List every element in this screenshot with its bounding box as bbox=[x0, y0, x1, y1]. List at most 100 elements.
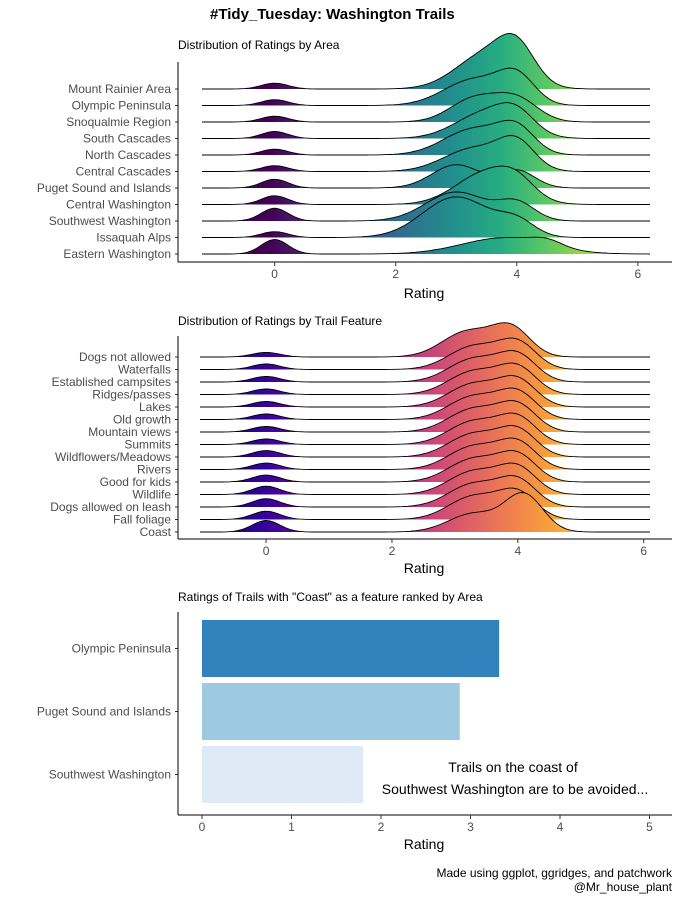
ridge-fill-north-cascades bbox=[202, 120, 650, 155]
x-tick-label-0: 0 bbox=[263, 544, 270, 558]
y-tick-label-south-cascades: South Cascades bbox=[83, 132, 171, 146]
ridge-fill-issaquah-alps bbox=[202, 196, 650, 238]
main-title: #Tidy_Tuesday: Washington Trails bbox=[210, 6, 455, 23]
ridge-fill-rivers bbox=[200, 438, 650, 470]
x-axis-title-coast: Rating bbox=[404, 836, 444, 852]
ridge-fill-ridges-passes bbox=[200, 363, 650, 395]
y-tick-label-waterfalls: Waterfalls bbox=[118, 363, 171, 377]
y-tick-label-wildflowers-meadows: Wildflowers/Meadows bbox=[55, 450, 171, 464]
ridge-fill-wildlife bbox=[200, 463, 650, 495]
x-axis-title-feature: Rating bbox=[404, 560, 444, 576]
ridge-line-lakes bbox=[200, 375, 650, 408]
y-tick-label-puget-sound-and-islands: Puget Sound and Islands bbox=[37, 705, 171, 719]
ridges-feature bbox=[200, 322, 650, 533]
x-axis-title-area: Rating bbox=[404, 285, 444, 301]
y-tick-label-central-washington: Central Washington bbox=[66, 198, 171, 212]
y-tick-label-mount-rainier-area: Mount Rainier Area bbox=[68, 82, 171, 96]
ridge-line-north-cascades bbox=[202, 119, 650, 156]
caption-line-2: @Mr_house_plant bbox=[573, 880, 672, 894]
ridges-area bbox=[202, 33, 651, 255]
ridge-line-eastern-washington bbox=[202, 236, 651, 255]
y-tick-label-established-campsites: Established campsites bbox=[52, 375, 171, 389]
y-tick-label-north-cascades: North Cascades bbox=[85, 148, 171, 162]
y-tick-label-central-cascades: Central Cascades bbox=[76, 165, 171, 179]
x-tick-label-3: 3 bbox=[467, 820, 474, 834]
y-tick-label-mountain-views: Mountain views bbox=[88, 425, 171, 439]
panel-title-area: Distribution of Ratings by Area bbox=[178, 38, 340, 52]
ridge-line-snoqualmie-region bbox=[202, 92, 650, 123]
y-tick-label-dogs-allowed-on-leash: Dogs allowed on leash bbox=[50, 500, 171, 514]
axes-area: Mount Rainier Area Olympic Peninsula Snoqu… bbox=[37, 62, 672, 281]
panel-ratings-by-area: Distribution of Ratings by Area Mount Ra… bbox=[37, 33, 672, 301]
x-tick-label-2: 2 bbox=[378, 820, 385, 834]
y-tick-label-ridges-passes: Ridges/passes bbox=[92, 388, 171, 402]
x-tick-label-4: 4 bbox=[513, 267, 520, 281]
ridge-line-fall-foliage bbox=[200, 487, 650, 520]
ridge-fill-eastern-washington bbox=[202, 237, 650, 254]
y-tick-label-fall-foliage: Fall foliage bbox=[113, 513, 171, 527]
x-tick-label-0: 0 bbox=[271, 267, 278, 281]
ridge-line-wildflowers-meadows bbox=[200, 425, 650, 458]
ridge-line-good-for-kids bbox=[200, 450, 650, 483]
ridge-fill-south-cascades bbox=[202, 102, 650, 139]
ridge-line-central-washington bbox=[202, 165, 650, 205]
ridge-line-dogs-not-allowed bbox=[200, 322, 650, 358]
ridge-fill-wildflowers-meadows bbox=[200, 425, 650, 457]
x-tick-label-0: 0 bbox=[199, 820, 206, 834]
caption-line-1: Made using ggplot, ggridges, and patchwo… bbox=[436, 866, 672, 880]
ridge-line-waterfalls bbox=[200, 337, 650, 370]
annotation-line-1: Trails on the coast of bbox=[448, 759, 578, 775]
ridge-fill-mount-rainier-area bbox=[202, 33, 650, 89]
ridge-line-mountain-views bbox=[200, 400, 650, 433]
annotation-line-2: Southwest Washington are to be avoided..… bbox=[382, 781, 648, 797]
ridge-fill-waterfalls bbox=[200, 338, 650, 370]
panel-title-feature: Distribution of Ratings by Trail Feature bbox=[178, 314, 382, 328]
y-tick-label-southwest-washington: Southwest Washington bbox=[49, 214, 171, 228]
x-tick-label-4: 4 bbox=[514, 544, 521, 558]
y-tick-label-summits: Summits bbox=[124, 438, 171, 452]
ridge-line-old-growth bbox=[200, 387, 650, 420]
ridge-line-south-cascades bbox=[202, 102, 650, 139]
y-tick-label-dogs-not-allowed: Dogs not allowed bbox=[79, 350, 171, 364]
x-tick-label-6: 6 bbox=[635, 267, 642, 281]
ridge-line-wildlife bbox=[200, 462, 650, 495]
ridge-line-olympic-peninsula bbox=[202, 67, 650, 106]
ridge-fill-lakes bbox=[200, 375, 650, 407]
x-tick-label-2: 2 bbox=[392, 267, 399, 281]
ridge-fill-mountain-views bbox=[200, 400, 650, 432]
y-tick-label-puget-sound-and-islands: Puget Sound and Islands bbox=[37, 181, 171, 195]
ridge-line-southwest-washington bbox=[202, 191, 650, 222]
y-tick-label-eastern-washington: Eastern Washington bbox=[63, 247, 171, 261]
ridge-fill-coast bbox=[200, 492, 650, 532]
x-tick-label-5: 5 bbox=[646, 820, 653, 834]
y-tick-label-southwest-washington: Southwest Washington bbox=[49, 768, 171, 782]
ridge-fill-established-campsites bbox=[200, 350, 650, 382]
ridge-line-coast bbox=[200, 492, 650, 533]
ridge-fill-old-growth bbox=[200, 388, 650, 420]
ridge-fill-olympic-peninsula bbox=[202, 68, 650, 106]
ridge-line-established-campsites bbox=[200, 350, 650, 383]
y-tick-label-good-for-kids: Good for kids bbox=[100, 475, 171, 489]
ridge-fill-puget-sound-and-islands bbox=[202, 164, 650, 188]
y-tick-label-snoqualmie-region: Snoqualmie Region bbox=[66, 115, 171, 129]
ridge-line-mount-rainier-area bbox=[202, 33, 650, 90]
ridge-fill-summits bbox=[200, 413, 650, 445]
y-tick-label-rivers: Rivers bbox=[137, 463, 171, 477]
ridge-fill-southwest-washington bbox=[202, 191, 650, 221]
axes-coast: Olympic Peninsula Puget Sound and Islands… bbox=[37, 612, 672, 834]
ridge-fill-central-cascades bbox=[202, 135, 650, 172]
panel-ratings-by-feature: Distribution of Ratings by Trail Feature… bbox=[50, 314, 672, 576]
bar-olympic-peninsula bbox=[202, 620, 500, 677]
bar-southwest-washington bbox=[202, 746, 364, 803]
ridge-line-summits bbox=[200, 412, 650, 445]
y-tick-label-old-growth: Old growth bbox=[113, 413, 171, 427]
ridge-line-puget-sound-and-islands bbox=[202, 164, 650, 189]
ridge-fill-dogs-not-allowed bbox=[200, 322, 650, 357]
caption: Made using ggplot, ggridges, and patchwo… bbox=[437, 866, 672, 894]
ridge-line-rivers bbox=[200, 437, 650, 470]
ridge-fill-snoqualmie-region bbox=[202, 92, 650, 122]
bars-coast bbox=[202, 620, 500, 803]
y-tick-label-lakes: Lakes bbox=[139, 400, 171, 414]
